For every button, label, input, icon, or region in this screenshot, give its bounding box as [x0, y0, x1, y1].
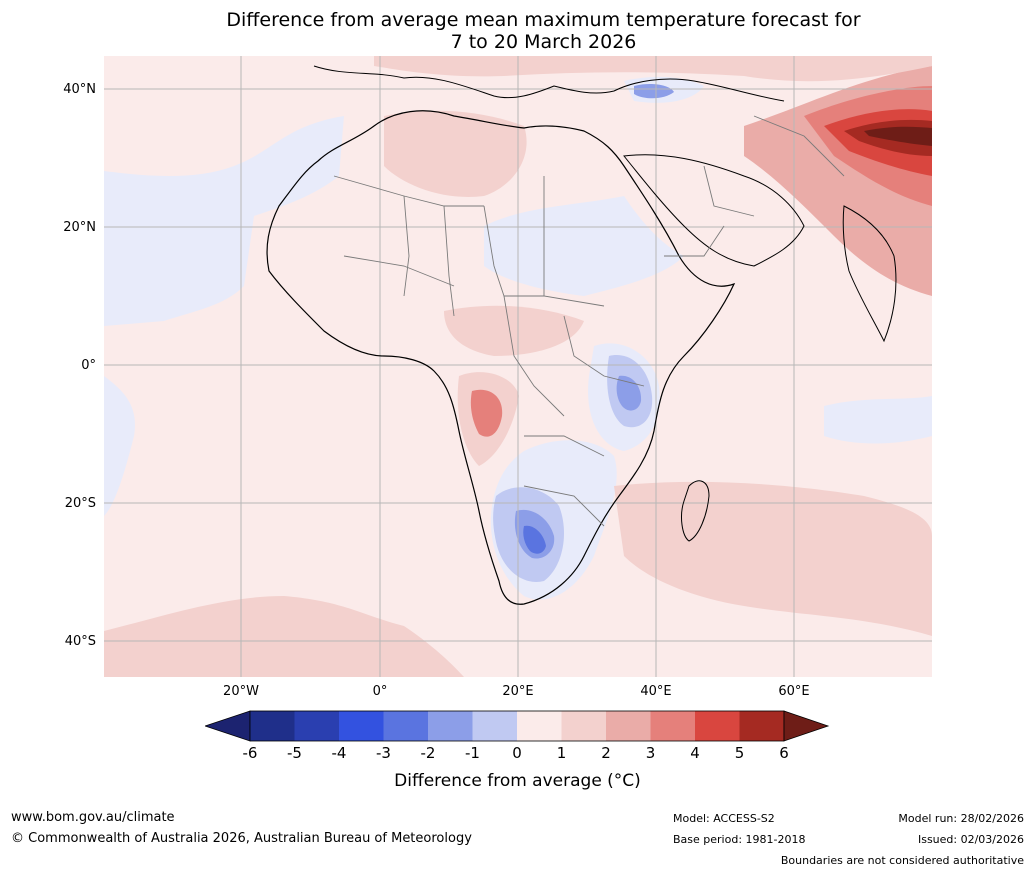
footer-website: www.bom.gov.au/climate — [11, 810, 175, 825]
title-line-2: 7 to 20 March 2026 — [450, 31, 637, 53]
lat-label-20n: 20°N — [63, 220, 96, 235]
colorbar-segment — [650, 711, 695, 741]
india-coastline — [842, 205, 897, 343]
colorbar-over-arrow — [783, 710, 830, 742]
colorbar-segment — [739, 711, 784, 741]
lat-label-0: 0° — [81, 358, 96, 373]
lon-label-40e: 40°E — [640, 684, 672, 699]
colorbar-under-arrow — [205, 710, 251, 742]
map-title: Difference from average mean maximum tem… — [0, 9, 1035, 53]
colorbar-segment — [250, 711, 295, 741]
lat-label-40n: 40°N — [63, 82, 96, 97]
colorbar-tick-label: 3 — [645, 744, 656, 762]
lon-label-60e: 60°E — [778, 684, 810, 699]
colorbar-segment — [339, 711, 384, 741]
colorbar-tick-label: -2 — [420, 744, 436, 762]
colorbar-tick-label: -1 — [465, 744, 480, 762]
anomaly-region-cool-south-4 — [523, 525, 546, 554]
footer-model-run: Model run: 28/02/2026 — [898, 812, 1024, 825]
title-line-1: Difference from average mean maximum tem… — [226, 9, 861, 31]
colorbar-tick-label: 5 — [734, 744, 745, 762]
colorbar-segment — [472, 711, 517, 741]
graticule — [104, 56, 932, 677]
colorbar-segment — [428, 711, 473, 741]
anomaly-region-warm-indian-ocean — [614, 481, 932, 636]
lat-label-40s: 40°S — [64, 634, 96, 649]
anomaly-region-warm-asia-5 — [864, 126, 932, 146]
colorbar-tick-label: 1 — [556, 744, 567, 762]
colorbar-segment — [695, 711, 740, 741]
lat-label-20s: 20°S — [64, 496, 96, 511]
colorbar — [205, 710, 830, 742]
colorbar-tick-label: 6 — [779, 744, 789, 762]
footer-copyright: © Commonwealth of Australia 2026, Austra… — [11, 831, 472, 846]
anomaly-region-warm-angola-2 — [470, 389, 503, 437]
temperature-anomaly-map — [104, 56, 932, 677]
footer-issued: Issued: 02/03/2026 — [917, 833, 1024, 846]
colorbar-tick-label: 0 — [512, 744, 522, 762]
colorbar-segments — [205, 710, 830, 742]
colorbar-title: Difference from average (°C) — [394, 771, 641, 791]
colorbar-tick-label: -3 — [376, 744, 391, 762]
colorbar-segment — [517, 711, 562, 741]
anomaly-region-cool-central — [484, 196, 684, 296]
africa-coastline — [266, 110, 736, 605]
lon-label-20e: 20°E — [502, 684, 534, 699]
arabia-coastline — [623, 154, 805, 267]
anomaly-region-warm-south-atlantic — [104, 596, 464, 677]
colorbar-tick-label: -6 — [242, 744, 258, 762]
lon-label-20w: 20°W — [223, 684, 259, 699]
anomaly-region-cool-atlantic — [104, 116, 344, 326]
anomaly-region-cool-atlantic-south — [104, 376, 135, 516]
colorbar-tick-label: 4 — [690, 744, 700, 762]
colorbar-segment — [561, 711, 606, 741]
country-borders — [333, 115, 845, 527]
anomaly-region-warm-north-africa — [384, 110, 527, 197]
anomaly-region-cool-3 — [616, 375, 642, 411]
colorbar-tick-label: -5 — [287, 744, 302, 762]
colorbar-segment — [606, 711, 651, 741]
colorbar-tick-label: -4 — [331, 744, 347, 762]
footer-base-period: Base period: 1981-2018 — [673, 833, 806, 846]
colorbar-tick-label: 2 — [601, 744, 611, 762]
colorbar-segment — [294, 711, 339, 741]
footer-disclaimer: Boundaries are not considered authoritat… — [780, 854, 1024, 867]
anomaly-region-cool-turkey — [634, 84, 674, 99]
colorbar-segment — [383, 711, 428, 741]
europe-coastline — [313, 65, 785, 102]
anomaly-region-warm-europe-top — [374, 56, 932, 82]
madagascar-coastline — [681, 480, 710, 542]
footer-model: Model: ACCESS-S2 — [673, 812, 775, 825]
anomaly-region-warm-central-africa — [444, 305, 584, 356]
lon-label-0: 0° — [372, 684, 388, 699]
anomaly-region-cool-indian — [824, 396, 932, 444]
